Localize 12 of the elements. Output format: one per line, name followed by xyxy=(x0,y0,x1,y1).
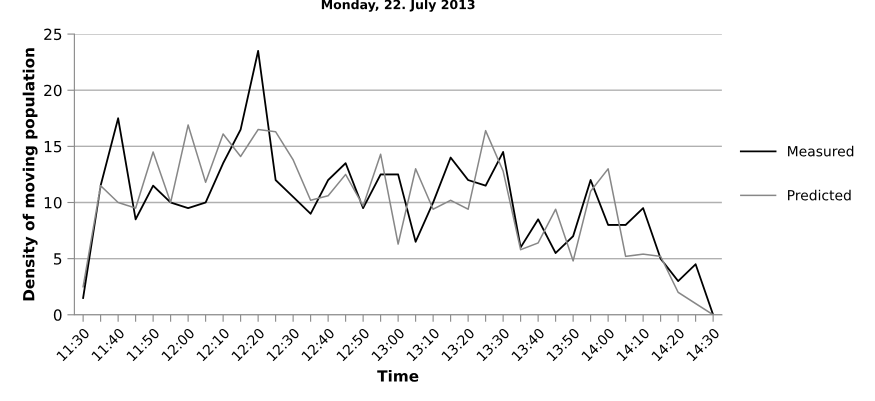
y-axis-title: Density of moving population xyxy=(22,48,38,300)
legend-label: Measured xyxy=(788,146,854,156)
y-tick-label: 20 xyxy=(44,84,62,96)
legend-label: Predicted xyxy=(788,190,851,200)
line-series xyxy=(82,50,714,315)
x-axis-title: Time xyxy=(377,370,418,382)
y-tick-label: 25 xyxy=(44,28,62,40)
y-tick-label: 0 xyxy=(54,309,62,321)
y-tick-label: 5 xyxy=(54,253,62,265)
chart-title: Monday, 22. July 2013 xyxy=(322,0,475,12)
y-tick-label: 15 xyxy=(44,141,62,152)
y-tick-label: 10 xyxy=(44,196,62,209)
